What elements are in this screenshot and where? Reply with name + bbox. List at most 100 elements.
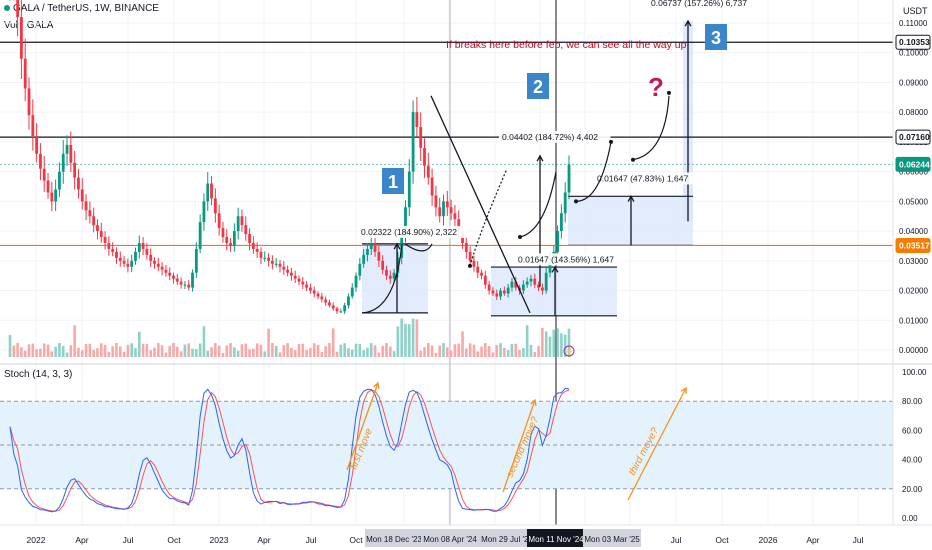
candle-body: [423, 147, 426, 166]
candle-body: [426, 165, 430, 178]
volume-bar: [50, 351, 54, 357]
candle-body: [305, 284, 309, 288]
volume-bar: [46, 344, 50, 357]
volume-bar: [461, 331, 464, 357]
candle-body: [434, 195, 438, 208]
measure-4-arrow-head: [627, 194, 635, 202]
candle-body: [521, 284, 525, 291]
candle-body: [221, 228, 225, 238]
volume-bar: [157, 343, 160, 357]
third-move-arrow-head: [680, 386, 687, 395]
volume-bar: [343, 343, 346, 357]
time-tick-14: Jul: [671, 535, 682, 545]
candle-body: [198, 222, 202, 249]
candle-body: [396, 257, 400, 273]
candle-body: [168, 272, 172, 276]
candle-body: [293, 275, 297, 279]
volume-bar: [145, 344, 149, 357]
volume-bar: [122, 351, 126, 357]
candle-body: [491, 290, 495, 294]
candle-body: [544, 272, 548, 291]
currency-label: USDT: [903, 6, 928, 16]
volume-bar: [96, 348, 99, 357]
candle-body: [347, 296, 350, 306]
volume-bar: [198, 343, 202, 357]
candle-body: [343, 305, 347, 312]
stoch-tick-label: 40.00: [902, 456, 923, 465]
candle-body: [141, 242, 145, 249]
candle-body: [42, 168, 46, 181]
candle-body: [502, 290, 506, 294]
candle-body: [206, 183, 210, 202]
candle-body: [373, 242, 377, 252]
candle-body: [77, 177, 80, 190]
volume-bar: [499, 343, 502, 357]
volume-bar: [350, 349, 354, 357]
candle-body: [278, 263, 282, 267]
drawings: 0.02322 (184.90%) 2,322 0.04402 (184.72%)…: [358, 0, 760, 357]
volume-bar: [411, 318, 415, 357]
volume-bar: [438, 345, 442, 357]
volume-bar: [407, 324, 411, 357]
candle-body: [175, 278, 179, 282]
candle-body: [267, 257, 270, 261]
candle-body: [514, 281, 518, 288]
volume-bar: [381, 345, 384, 357]
candle-body: [449, 207, 453, 214]
volume-legend: Vol · GALA: [4, 20, 54, 31]
volume-bar: [522, 348, 525, 357]
stoch-tick-label: 20.00: [902, 485, 923, 494]
stoch-k-line: [9, 387, 570, 513]
volume-bar: [61, 345, 65, 357]
volume-bar: [206, 350, 210, 357]
candle-body: [145, 248, 149, 255]
second-move-arrow-head: [530, 398, 537, 407]
volume-bar: [134, 348, 137, 357]
curve-1: [361, 243, 403, 314]
volume-bar: [358, 344, 362, 357]
time-tick-17: Apr: [806, 535, 819, 545]
volume-bar: [130, 343, 133, 357]
candle-body: [419, 127, 423, 148]
candle-body: [134, 251, 137, 261]
volume-bar: [525, 325, 529, 357]
volume-bar: [320, 351, 324, 357]
candle-body: [69, 144, 73, 163]
volume-bar: [278, 352, 282, 357]
candle-body: [350, 287, 354, 297]
time-label-4: Mon 03 Mar '25: [584, 535, 640, 544]
stochastic-panel: first move second move? third move?: [0, 381, 893, 513]
measurement-label-5: 0.06737 (157.26%) 6,737: [651, 0, 747, 8]
candle-body: [369, 242, 373, 249]
candle-body: [126, 263, 130, 267]
candle-body: [118, 257, 122, 261]
candle-body: [366, 248, 369, 255]
number-badge-2: [527, 73, 549, 99]
volume-bar: [354, 343, 358, 357]
candle-body: [472, 260, 476, 267]
candle-body: [320, 296, 324, 300]
volume-bar: [160, 345, 164, 357]
volume-bar: [176, 346, 179, 357]
candle-body: [377, 251, 381, 261]
volume-bar: [244, 343, 248, 357]
candle-body: [301, 281, 305, 285]
volume-bar: [210, 347, 213, 357]
candle-body: [309, 287, 312, 291]
volume-bar: [396, 326, 400, 357]
candle-body: [172, 275, 175, 279]
volume-bar: [271, 343, 274, 357]
volume-bar: [476, 351, 480, 357]
candle-body: [183, 284, 187, 286]
volume-bar: [369, 343, 373, 357]
volume-bar: [229, 343, 232, 357]
candle-body: [324, 299, 328, 303]
candle-body: [248, 234, 251, 243]
volume-bar: [385, 343, 388, 357]
curve-4: [632, 95, 670, 161]
volume-bar: [65, 352, 69, 357]
candle-body: [229, 242, 232, 246]
volume-bar: [221, 352, 225, 357]
volume-bar: [84, 343, 88, 357]
